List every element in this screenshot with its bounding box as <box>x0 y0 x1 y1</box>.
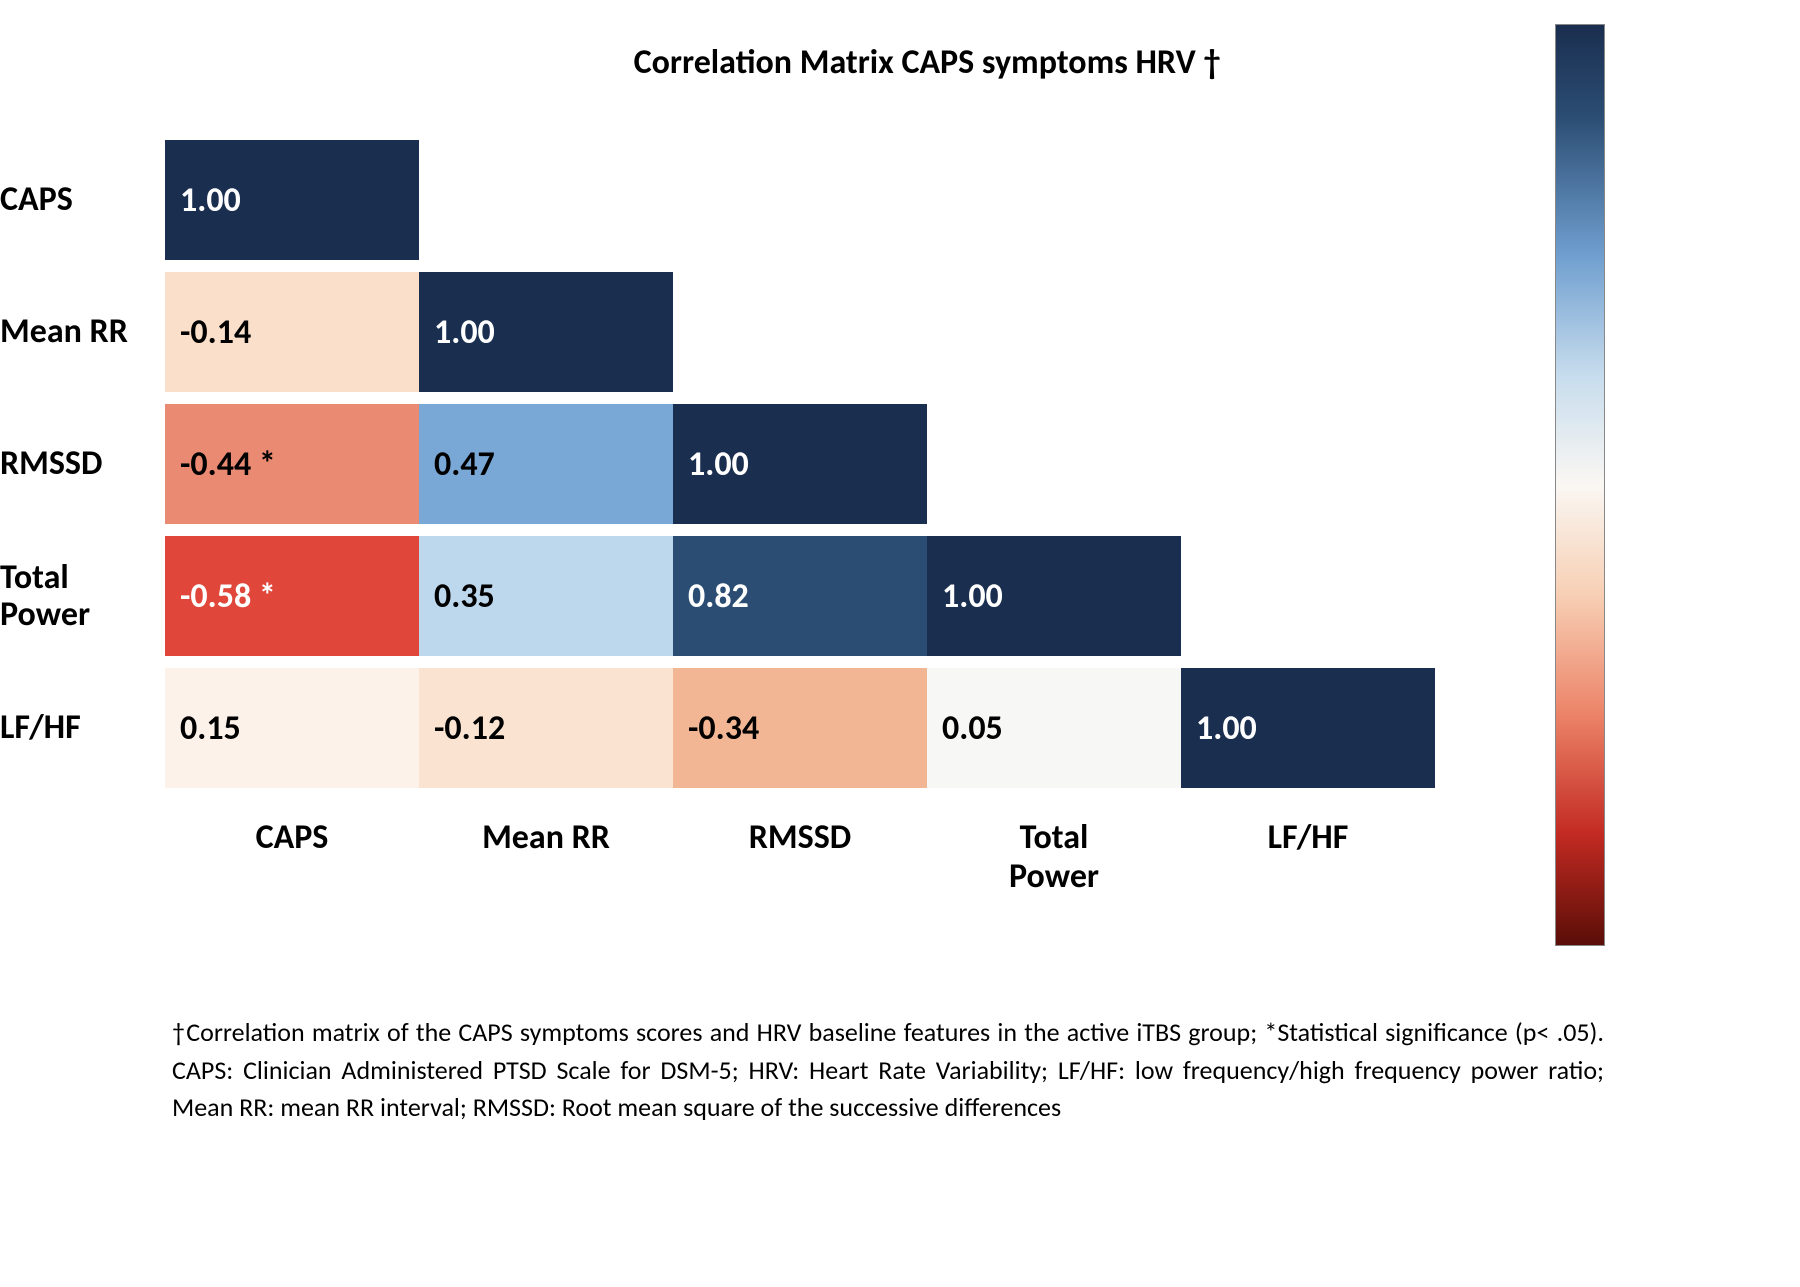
column-labels: CAPSMean RRRMSSDTotal PowerLF/HF <box>165 818 1435 896</box>
matrix-cell: 0.47 <box>419 404 673 524</box>
row-label: Mean RR <box>0 272 162 392</box>
matrix-cell: 1.00 <box>1181 668 1435 788</box>
matrix-row: -0.58 *0.350.821.00 <box>165 536 1435 656</box>
row-label: LF/HF <box>0 668 162 788</box>
matrix-cell: -0.14 <box>165 272 419 392</box>
correlation-matrix-figure: Correlation Matrix CAPS symptoms HRV † C… <box>0 0 1800 1287</box>
matrix-cell: -0.12 <box>419 668 673 788</box>
figure-title: Correlation Matrix CAPS symptoms HRV † <box>0 42 1435 83</box>
row-label: RMSSD <box>0 404 162 524</box>
row-labels: CAPSMean RRRMSSDTotal PowerLF/HF <box>0 140 162 788</box>
column-label: Mean RR <box>419 818 673 896</box>
matrix-row: 0.15-0.12-0.340.051.00 <box>165 668 1435 788</box>
matrix-cell: 1.00 <box>165 140 419 260</box>
matrix-cell: 0.35 <box>419 536 673 656</box>
matrix-cell: 0.15 <box>165 668 419 788</box>
column-label: CAPS <box>165 818 419 896</box>
matrix-cell: -0.58 * <box>165 536 419 656</box>
column-label: LF/HF <box>1181 818 1435 896</box>
matrix-cell: 0.82 <box>673 536 927 656</box>
matrix-row: -0.44 *0.471.00 <box>165 404 1435 524</box>
matrix-cell: -0.44 * <box>165 404 419 524</box>
row-label: Total Power <box>0 536 162 656</box>
matrix-row: -0.141.00 <box>165 272 1435 392</box>
matrix-cell: 1.00 <box>419 272 673 392</box>
heatmap-matrix: 1.00-0.141.00-0.44 *0.471.00-0.58 *0.350… <box>165 140 1435 788</box>
figure-caption: †Correlation matrix of the CAPS symptoms… <box>172 1014 1604 1127</box>
matrix-cell: 1.00 <box>927 536 1181 656</box>
matrix-cell: 0.05 <box>927 668 1181 788</box>
column-label: RMSSD <box>673 818 927 896</box>
row-label: CAPS <box>0 140 162 260</box>
matrix-cell: 1.00 <box>673 404 927 524</box>
column-label: Total Power <box>927 818 1181 896</box>
colorbar-gradient <box>1555 24 1605 946</box>
matrix-row: 1.00 <box>165 140 1435 260</box>
matrix-cell: -0.34 <box>673 668 927 788</box>
